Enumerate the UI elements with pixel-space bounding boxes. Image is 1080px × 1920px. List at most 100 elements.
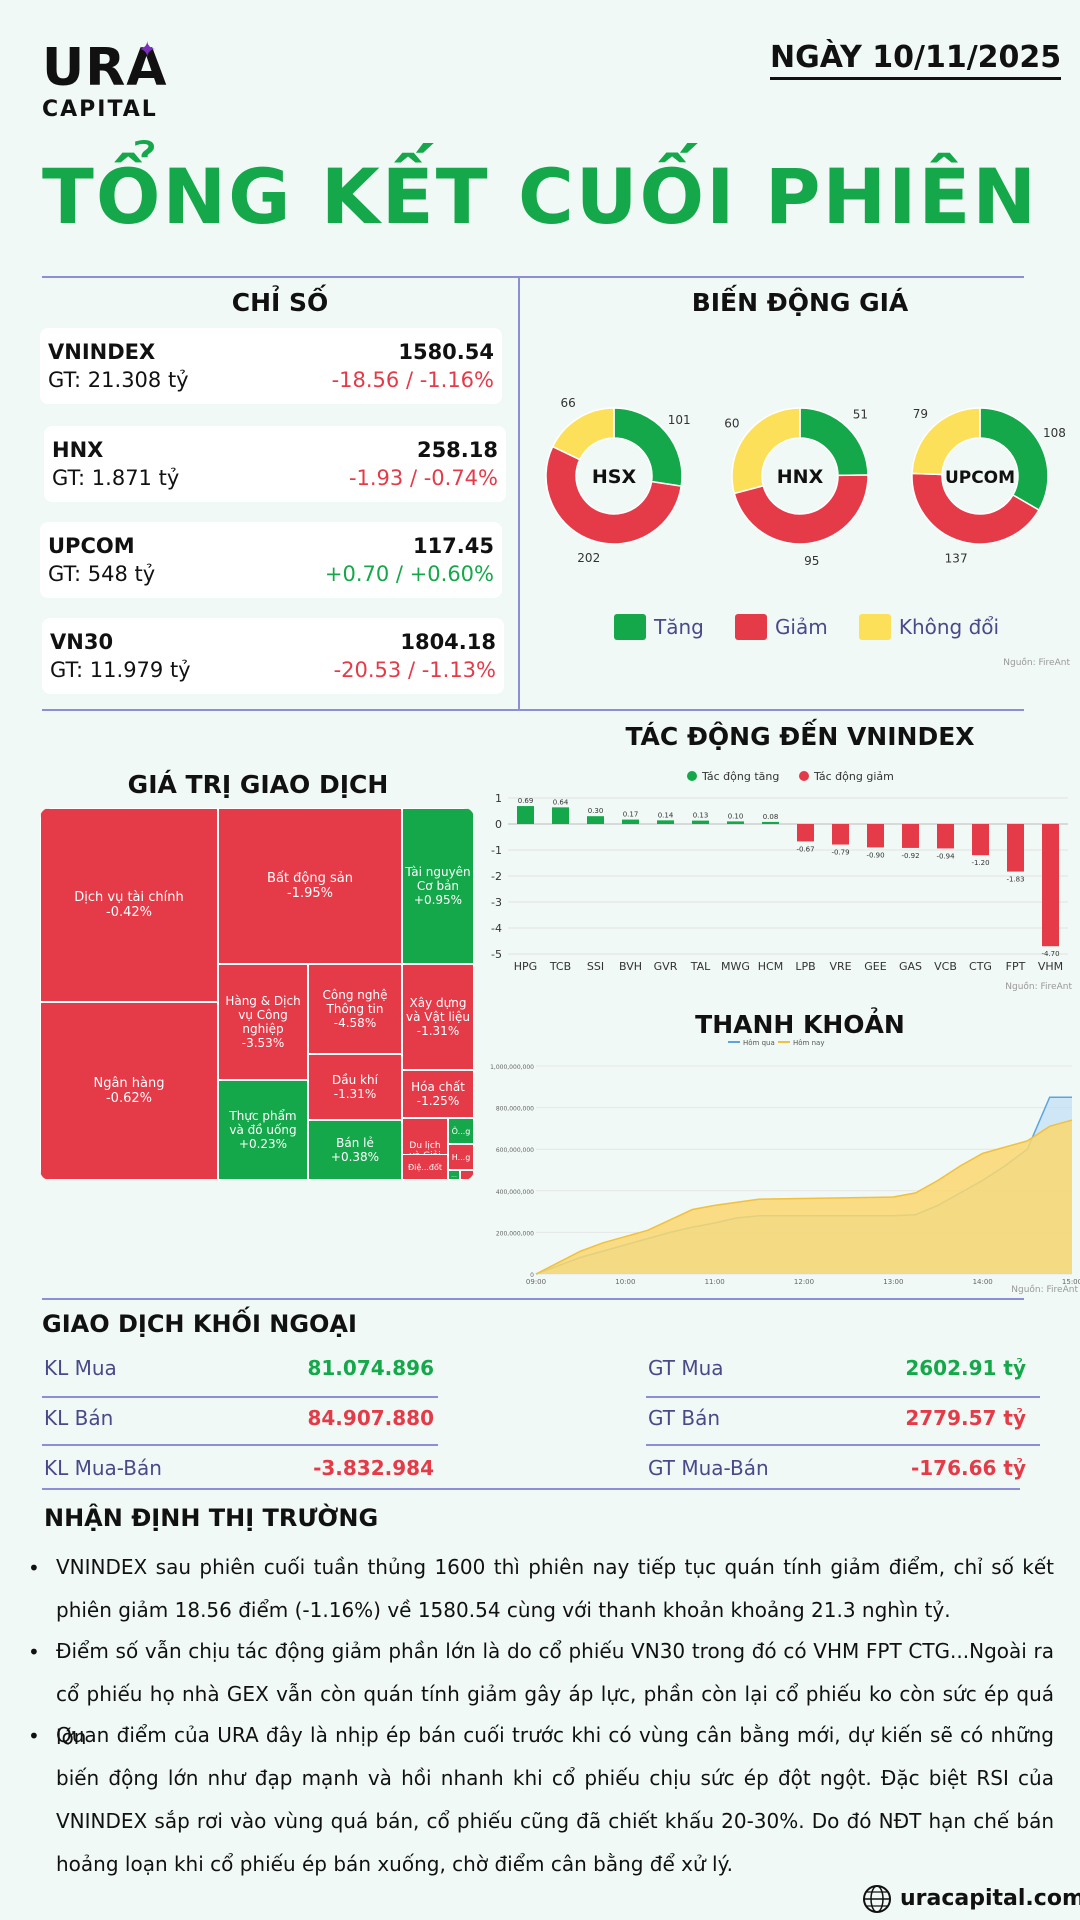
index-value: 117.45 [412, 534, 494, 558]
breadth-legend: Tăng Giảm Không đổi [614, 614, 1034, 640]
impact-source: Nguồn: FireAnt [1005, 982, 1072, 992]
foreign-row: KL Mua 81.074.896 [42, 1350, 438, 1398]
treemap-cell: Thực phẩm và đồ uống +0.23% [218, 1080, 308, 1180]
impact-bar [832, 824, 849, 845]
donut-data-label: 66 [561, 396, 576, 410]
treemap-cell-label: Thực phẩm và đồ uống +0.23% [229, 1109, 297, 1151]
index-change: -1.93 / -0.74% [348, 466, 498, 490]
donut-slice [545, 445, 683, 545]
impact-data-label: -1.20 [971, 859, 989, 867]
treemap-cell-label: Dịch vụ tài chính -0.42% [74, 890, 184, 920]
breadth-donut-charts: 101 202 66 HSX 51 95 60 HNX 108 137 79 UPCOM [545, 396, 1066, 568]
x-tick-label: 15:00 [1062, 1278, 1080, 1286]
x-tick-label: VRE [829, 960, 851, 973]
impact-bar [972, 824, 989, 856]
legend-marker-down [799, 771, 809, 781]
x-tick-label: FPT [1006, 960, 1026, 973]
treemap-cell: Hàng & Dịch vụ Công nghiệp -3.53% [218, 964, 308, 1080]
treemap-cell: Dầu khí -1.31% [308, 1054, 402, 1120]
impact-data-label: 0.14 [658, 811, 674, 819]
x-tick-label: MWG [721, 960, 750, 973]
legend-label: Hôm nay [793, 1039, 824, 1047]
index-volume: GT: 1.871 tỷ [52, 466, 180, 490]
bullet-icon: • [28, 1724, 40, 1748]
x-tick-label: LPB [795, 960, 815, 973]
donut-data-label: 51 [853, 408, 868, 422]
impact-bar [797, 824, 814, 842]
foreign-row: GT Bán 2779.57 tỷ [646, 1398, 1040, 1446]
divider [42, 1488, 1020, 1490]
impact-data-label: -0.90 [866, 851, 884, 859]
foreign-label: GT Mua-Bán [648, 1456, 769, 1480]
outlook-bullet: Điểm số vẫn chịu tác động giảm phần lớn … [56, 1639, 1054, 1749]
index-name: VN30 [50, 630, 114, 654]
legend-label: Tác động giảm [813, 770, 894, 783]
index-card-hnx: HNX GT: 1.871 tỷ 258.18 -1.93 / -0.74% [44, 426, 506, 502]
index-card-upcom: UPCOM GT: 548 tỷ 117.45 +0.70 / +0.60% [40, 522, 502, 598]
foreign-value: 81.074.896 [307, 1356, 434, 1380]
y-tick-label: 600,000,000 [496, 1147, 534, 1154]
donut-slice [979, 407, 1049, 512]
donut-data-label: 108 [1043, 426, 1066, 440]
divider [42, 1298, 1024, 1300]
treemap-cell-label: Công nghệ Thông tin -4.58% [322, 988, 388, 1030]
x-tick-label: HPG [514, 960, 537, 973]
y-tick-label: -3 [491, 896, 502, 909]
legend-label: Giảm [774, 615, 828, 639]
treemap-cell: Điệ...đốt [402, 1154, 448, 1180]
foreign-left-table: KL Mua 81.074.896 KL Bán 84.907.880 KL M… [42, 1350, 438, 1492]
donut-center-label: HSX [592, 466, 637, 488]
outlook-bullet: VNINDEX sau phiên cuối tuần thủng 1600 t… [56, 1555, 1054, 1622]
index-card-vnindex: VNINDEX GT: 21.308 tỷ 1580.54 -18.56 / -… [40, 328, 502, 404]
treemap-cell: Bán lẻ +0.38% [308, 1120, 402, 1180]
website-link[interactable]: uracapital.com [900, 1886, 1080, 1911]
x-tick-label: TCB [549, 960, 571, 973]
liquidity-area-chart: Hôm qua Hôm nay 0 200,000,000 400,000,000 600… [490, 1039, 1080, 1295]
impact-bar [517, 806, 534, 824]
foreign-value: -176.66 tỷ [910, 1456, 1026, 1480]
legend-label: Tăng [654, 615, 704, 639]
index-card-vn30: VN30 GT: 11.979 tỷ 1804.18 -20.53 / -1.1… [42, 618, 504, 694]
index-value: 1804.18 [400, 630, 496, 654]
impact-bar [1007, 824, 1024, 872]
x-tick-label: 11:00 [705, 1278, 725, 1286]
treemap-cell-label: ... [451, 1171, 457, 1179]
donut-slice [911, 472, 1040, 545]
treemap-cell-label: Xây dựng và Vật liệu -1.31% [405, 996, 470, 1038]
bullet-icon: • [28, 1556, 40, 1580]
treemap-cell-label: Hóa chất -1.25% [411, 1080, 465, 1108]
impact-data-label: 0.30 [588, 807, 604, 815]
treemap-cell-label: Ô...g [451, 1126, 471, 1136]
index-name: VNINDEX [48, 340, 156, 364]
impact-bar [657, 820, 674, 824]
donut-slice [911, 407, 981, 476]
impact-data-label: -0.67 [796, 845, 814, 853]
impact-bar [902, 824, 919, 848]
y-tick-label: 0 [530, 1272, 534, 1279]
y-tick-label: -2 [491, 870, 502, 883]
foreign-label: KL Mua [44, 1356, 117, 1380]
globe-icon [862, 1884, 892, 1914]
x-tick-label: GAS [899, 960, 922, 973]
foreign-value: -3.832.984 [313, 1456, 434, 1480]
y-tick-label: 1 [495, 792, 502, 805]
x-tick-label: HCM [758, 960, 783, 973]
index-volume: GT: 21.308 tỷ [48, 368, 189, 392]
index-change: -20.53 / -1.13% [333, 658, 496, 682]
legend-swatch-flat [858, 614, 891, 640]
x-tick-label: GVR [654, 960, 678, 973]
impact-heading: TÁC ĐỘNG ĐẾN VNINDEX [625, 722, 975, 751]
y-tick-label: 800,000,000 [496, 1106, 534, 1113]
donut-slice [733, 474, 869, 545]
treemap-cell-label: Dầu khí -1.31% [332, 1073, 378, 1101]
logo-gem-icon: ✦ [138, 38, 157, 63]
y-tick-label: -4 [491, 922, 502, 935]
impact-bar [622, 819, 639, 824]
treemap-heading: GIÁ TRỊ GIAO DỊCH [127, 770, 389, 799]
x-tick-label: 09:00 [526, 1278, 546, 1286]
treemap-cell: Hóa chất -1.25% [402, 1070, 474, 1118]
impact-bar [552, 807, 569, 824]
treemap-cell: ... [448, 1170, 460, 1180]
treemap-cell-label: H...g [451, 1152, 471, 1162]
x-tick-label: 13:00 [883, 1278, 903, 1286]
